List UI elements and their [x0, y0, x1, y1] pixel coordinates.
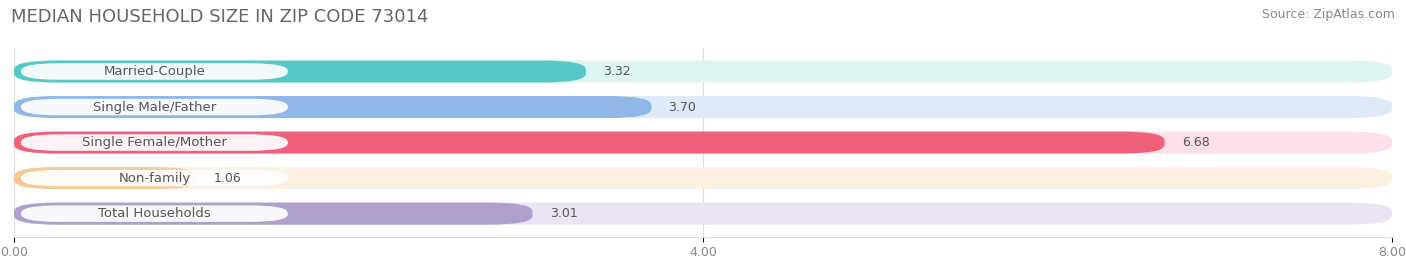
Text: 3.70: 3.70	[669, 101, 696, 114]
FancyBboxPatch shape	[14, 203, 533, 225]
FancyBboxPatch shape	[14, 132, 1164, 154]
FancyBboxPatch shape	[21, 63, 288, 80]
Text: Total Households: Total Households	[98, 207, 211, 220]
FancyBboxPatch shape	[21, 205, 288, 222]
Text: Source: ZipAtlas.com: Source: ZipAtlas.com	[1261, 8, 1395, 21]
FancyBboxPatch shape	[21, 99, 288, 115]
FancyBboxPatch shape	[14, 203, 1392, 225]
Text: Single Female/Mother: Single Female/Mother	[82, 136, 226, 149]
Text: 6.68: 6.68	[1182, 136, 1209, 149]
FancyBboxPatch shape	[14, 167, 197, 189]
FancyBboxPatch shape	[14, 96, 1392, 118]
Text: Single Male/Father: Single Male/Father	[93, 101, 217, 114]
Text: 1.06: 1.06	[214, 172, 242, 185]
Text: 3.32: 3.32	[603, 65, 631, 78]
Text: 3.01: 3.01	[550, 207, 578, 220]
Text: MEDIAN HOUSEHOLD SIZE IN ZIP CODE 73014: MEDIAN HOUSEHOLD SIZE IN ZIP CODE 73014	[11, 8, 429, 26]
Text: Non-family: Non-family	[118, 172, 191, 185]
FancyBboxPatch shape	[14, 167, 1392, 189]
FancyBboxPatch shape	[14, 96, 651, 118]
FancyBboxPatch shape	[21, 170, 288, 186]
FancyBboxPatch shape	[21, 134, 288, 151]
FancyBboxPatch shape	[14, 61, 1392, 83]
Text: Married-Couple: Married-Couple	[104, 65, 205, 78]
FancyBboxPatch shape	[14, 132, 1392, 154]
FancyBboxPatch shape	[14, 61, 586, 83]
